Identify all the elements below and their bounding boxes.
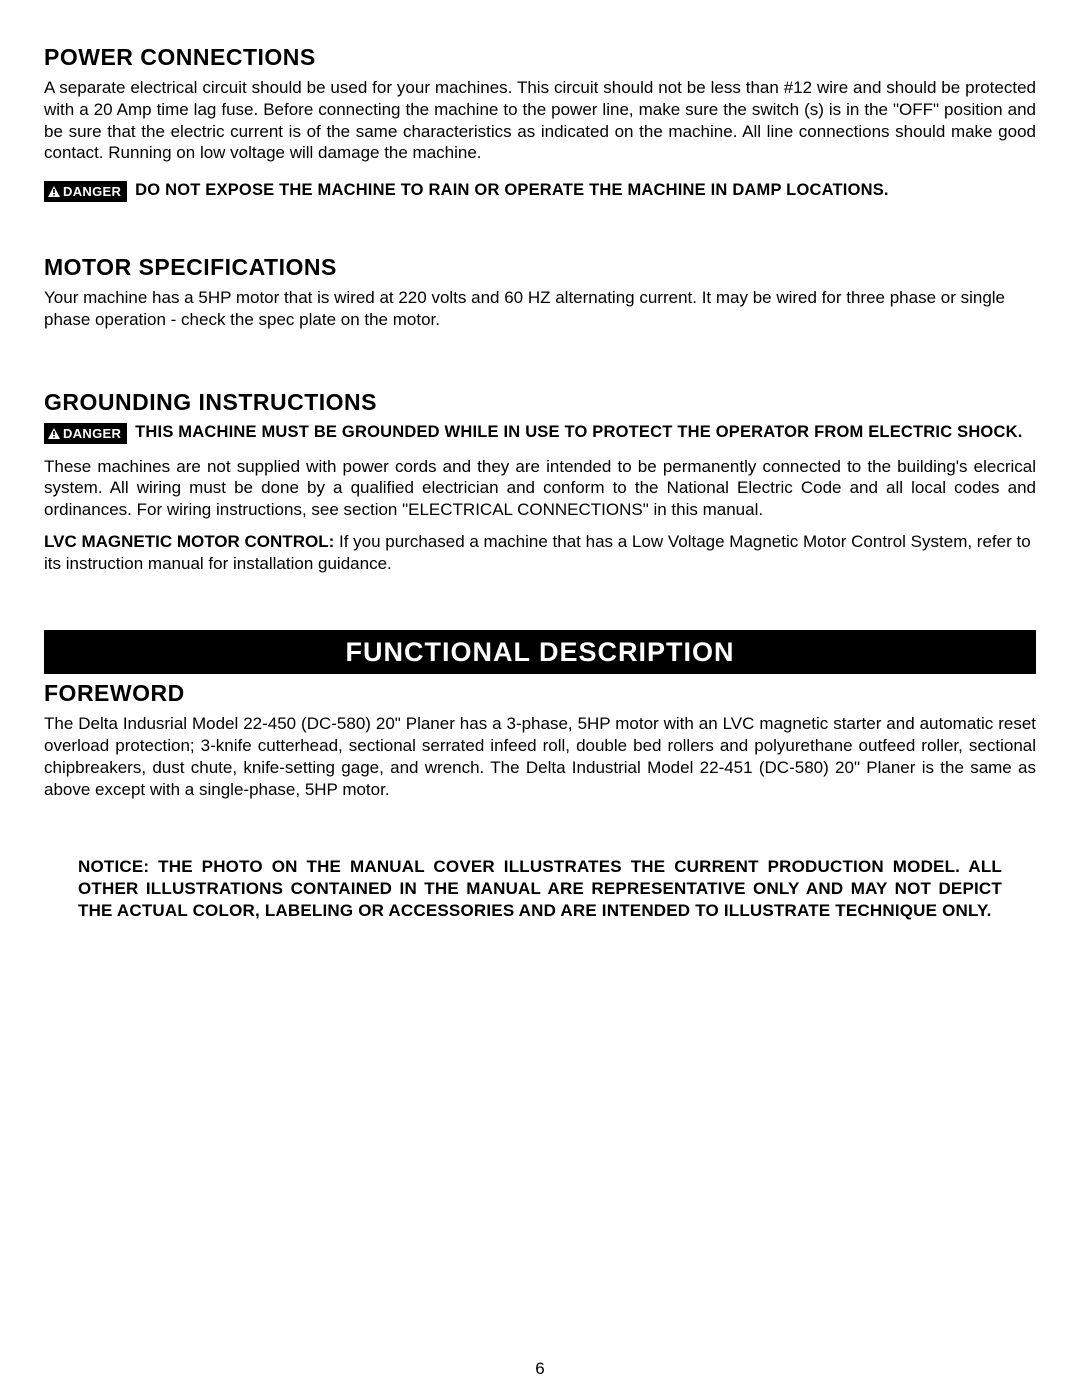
section-motor-specs: MOTOR SPECIFICATIONS Your machine has a … bbox=[44, 254, 1036, 331]
danger-label: DANGER bbox=[63, 426, 121, 441]
para-motor-specs: Your machine has a 5HP motor that is wir… bbox=[44, 287, 1036, 331]
lvc-runin-bold: LVC MAGNETIC MOTOR CONTROL: bbox=[44, 532, 339, 551]
danger-label: DANGER bbox=[63, 184, 121, 199]
danger-row-2: DANGER THIS MACHINE MUST BE GROUNDED WHI… bbox=[44, 422, 1036, 444]
banner-functional-description: FUNCTIONAL DESCRIPTION bbox=[44, 630, 1036, 674]
danger-badge: DANGER bbox=[44, 423, 127, 444]
section-foreword: FOREWORD The Delta Indusrial Model 22-45… bbox=[44, 680, 1036, 800]
notice-block: NOTICE: THE PHOTO ON THE MANUAL COVER IL… bbox=[44, 856, 1036, 922]
warning-triangle-icon bbox=[48, 186, 60, 197]
heading-foreword: FOREWORD bbox=[44, 680, 1036, 707]
danger-badge: DANGER bbox=[44, 181, 127, 202]
danger-text-2: THIS MACHINE MUST BE GROUNDED WHILE IN U… bbox=[135, 422, 1022, 442]
heading-motor-specs: MOTOR SPECIFICATIONS bbox=[44, 254, 1036, 281]
danger-row-1: DANGER DO NOT EXPOSE THE MACHINE TO RAIN… bbox=[44, 180, 1036, 202]
heading-power-connections: POWER CONNECTIONS bbox=[44, 44, 1036, 71]
page-number: 6 bbox=[0, 1359, 1080, 1379]
section-grounding: GROUNDING INSTRUCTIONS DANGER THIS MACHI… bbox=[44, 389, 1036, 575]
para-power-connections: A separate electrical circuit should be … bbox=[44, 77, 1036, 164]
heading-grounding: GROUNDING INSTRUCTIONS bbox=[44, 389, 1036, 416]
para-grounding-2: LVC MAGNETIC MOTOR CONTROL: If you purch… bbox=[44, 531, 1036, 575]
para-foreword: The Delta Indusrial Model 22-450 (DC-580… bbox=[44, 713, 1036, 800]
danger-text-1: DO NOT EXPOSE THE MACHINE TO RAIN OR OPE… bbox=[135, 180, 889, 200]
section-power-connections: POWER CONNECTIONS A separate electrical … bbox=[44, 44, 1036, 202]
para-grounding-1: These machines are not supplied with pow… bbox=[44, 456, 1036, 521]
warning-triangle-icon bbox=[48, 428, 60, 439]
